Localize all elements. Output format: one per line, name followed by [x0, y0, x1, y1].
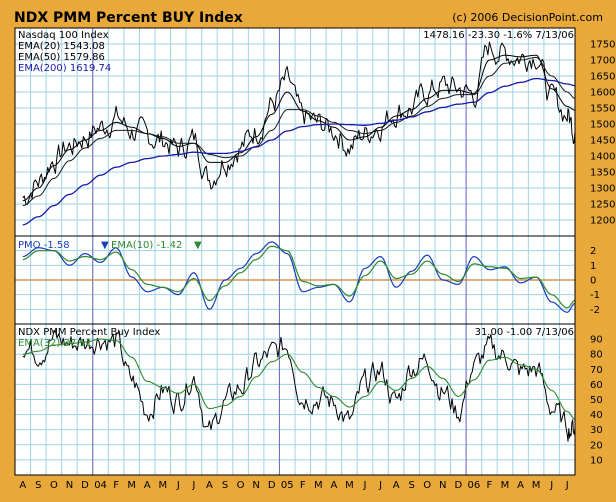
xtick-label: N: [252, 480, 259, 491]
xtick-label: O: [237, 480, 245, 491]
price-ytick-label: 1750: [590, 40, 615, 51]
xtick-label: A: [19, 480, 26, 491]
chart-panels: 1200125013001350140014501500155016001650…: [14, 27, 615, 491]
price-ytick-label: 1550: [590, 104, 615, 115]
price-ytick-label: 1300: [590, 184, 615, 195]
buy-ytick-label: 40: [590, 410, 603, 421]
pmo-ytick-label: 2: [590, 246, 596, 257]
pmo-panel-legend-ema: EMA(10) -1.42: [111, 240, 182, 251]
price-series-3: [22, 77, 575, 226]
pmo-down-arrow-icon: ▼: [101, 240, 109, 251]
price-ytick-label: 1450: [590, 136, 615, 147]
xtick-label: D: [81, 480, 89, 491]
xtick-label: M: [345, 480, 354, 491]
xtick-label: M: [127, 480, 136, 491]
xtick-label: F: [487, 480, 493, 491]
pmo-panel-legend-pmo: PMO -1.58: [18, 240, 70, 251]
xtick-label: A: [206, 480, 213, 491]
buy-ytick-label: 10: [590, 455, 603, 466]
buy-ytick-label: 90: [590, 335, 603, 346]
price-panel-legend-ema200: EMA(200) 1619.74: [18, 63, 111, 74]
buy-series-0: [22, 330, 576, 442]
xtick-label: D: [268, 480, 276, 491]
xtick-label: D: [454, 480, 462, 491]
buy-ytick-label: 70: [590, 365, 603, 376]
price-ytick-label: 1500: [590, 120, 615, 131]
xtick-label: J: [176, 480, 180, 491]
pmo-series-1: [22, 245, 576, 309]
buy-ytick-label: 30: [590, 425, 603, 436]
pmo-ytick-label: 0: [590, 276, 596, 287]
pmo-series-0: [22, 241, 576, 313]
price-ytick-label: 1400: [590, 152, 615, 163]
xtick-label: A: [144, 480, 151, 491]
xtick-label: S: [35, 480, 41, 491]
price-panel-title: Nasdaq 100 Index: [18, 30, 109, 41]
xtick-label: F: [113, 480, 119, 491]
buy-ytick-label: 20: [590, 440, 603, 451]
price-ytick-label: 1250: [590, 200, 615, 211]
xtick-label: M: [314, 480, 323, 491]
price-ytick-label: 1600: [590, 88, 615, 99]
xtick-label: J: [363, 480, 367, 491]
price-ytick-label: 1350: [590, 168, 615, 179]
xtick-label: A: [330, 480, 337, 491]
chart-title: NDX PMM Percent BUY Index: [14, 10, 243, 26]
price-panel-legend-ema20: EMA(20) 1543.08: [18, 41, 105, 52]
price-ytick-label: 1200: [590, 216, 615, 227]
price-panel-legend-ema50: EMA(50) 1579.86: [18, 52, 105, 63]
ema-down-arrow-icon: ▼: [194, 240, 202, 251]
xtick-label: A: [393, 480, 400, 491]
price-series-1: [22, 54, 576, 202]
xtick-label: O: [50, 480, 58, 491]
pmo-ytick-label: 1: [590, 261, 596, 272]
xtick-label: A: [517, 480, 524, 491]
price-series-2: [22, 56, 576, 207]
buy-panel-title: NDX PMM Percent Buy Index: [18, 327, 160, 338]
xtick-label: 04: [94, 480, 107, 491]
xtick-label: J: [191, 480, 195, 491]
xtick-label: J: [378, 480, 382, 491]
buy-panel-border: [14, 323, 576, 476]
price-ytick-label: 1650: [590, 72, 615, 83]
xtick-label: N: [439, 480, 446, 491]
buy-series-1: [22, 338, 576, 420]
buy-panel-legend-ema: EMA(32) 37.11: [18, 338, 92, 349]
buy-panel-readout: 31.00 -1.00 7/13/06: [475, 327, 574, 338]
buy-ytick-label: 60: [590, 380, 603, 391]
price-panel-readout: 1478.16 -23.30 -1.6% 7/13/06: [423, 30, 574, 41]
price-ytick-label: 1700: [590, 56, 615, 67]
xtick-label: S: [222, 480, 228, 491]
xtick-label: M: [158, 480, 167, 491]
buy-ytick-label: 50: [590, 395, 603, 406]
buy-ytick-label: 80: [590, 350, 603, 361]
xtick-label: J: [565, 480, 569, 491]
xtick-label: 06: [468, 480, 481, 491]
xtick-label: M: [501, 480, 510, 491]
xtick-label: F: [300, 480, 306, 491]
xtick-label: M: [532, 480, 541, 491]
xtick-label: N: [66, 480, 73, 491]
xtick-label: O: [423, 480, 431, 491]
pmo-ytick-label: -2: [590, 305, 600, 316]
copyright-text: (c) 2006 DecisionPoint.com: [452, 11, 603, 24]
xtick-label: 05: [281, 480, 294, 491]
xtick-label: S: [408, 480, 414, 491]
xtick-label: J: [549, 480, 553, 491]
pmo-ytick-label: -1: [590, 290, 600, 301]
